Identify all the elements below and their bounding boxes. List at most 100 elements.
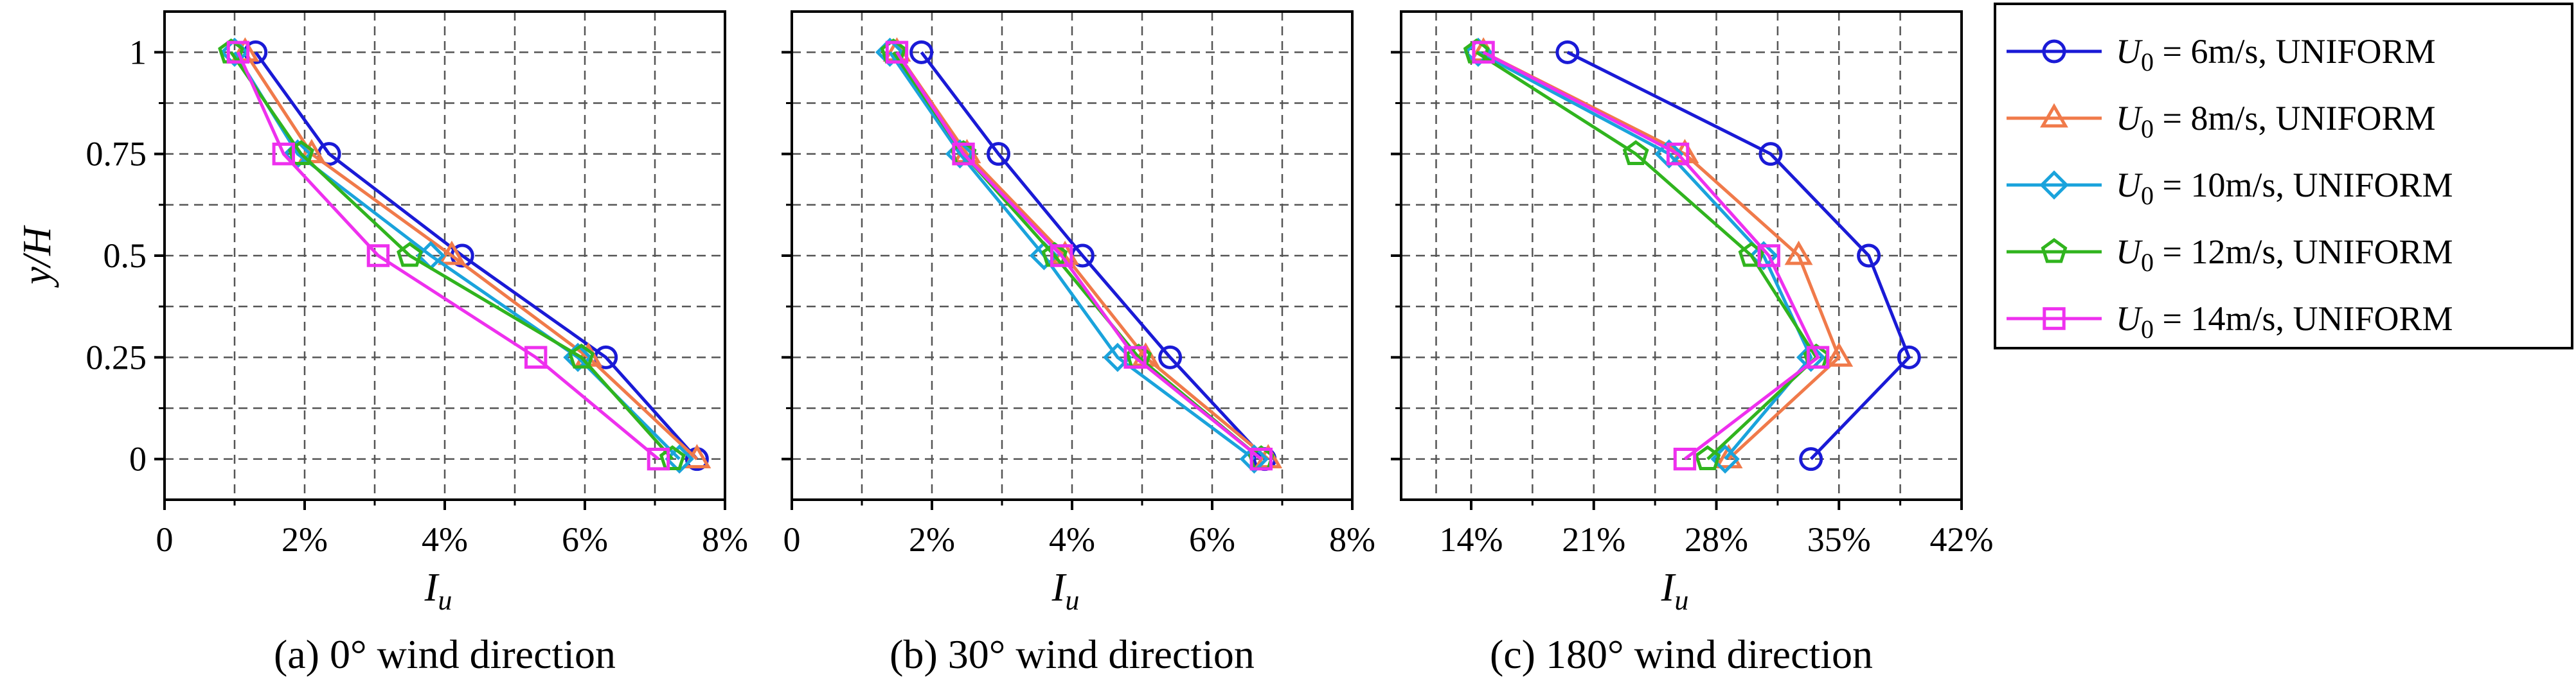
data-point	[1758, 142, 1783, 166]
data-point	[1239, 444, 1269, 474]
data-point	[1806, 346, 1830, 369]
data-point	[1050, 244, 1073, 267]
x-tick-label: 2%	[282, 520, 328, 559]
legend-label-var: U	[2116, 233, 2143, 271]
legend-label-subscript: 0	[2141, 48, 2154, 76]
panel-3: 14% 21% 28% 35% 42% Iu (c) 180° wind direction	[1391, 10, 1994, 677]
legend-label: U0 = 10m/s, UNIFORM	[2116, 166, 2453, 210]
series-6m-per-s	[1555, 40, 1921, 471]
y-tick-label: 1	[129, 33, 147, 71]
data-point	[1825, 342, 1854, 367]
y-axis-title: y/H	[15, 225, 59, 288]
data-point	[952, 142, 975, 166]
data-point	[647, 447, 670, 471]
data-point	[1694, 445, 1721, 471]
legend-label: U0 = 8m/s, UNIFORM	[2116, 99, 2436, 143]
legend-marker	[2040, 103, 2068, 128]
x-axis-title-subscript: u	[1674, 585, 1688, 616]
x-axis-title: Iu	[1051, 566, 1080, 616]
x-tick-label: 0	[783, 520, 801, 559]
series-line	[895, 51, 1262, 461]
x-tick-label: 8%	[702, 520, 748, 559]
data-point	[1555, 40, 1580, 64]
x-tick-label: 14%	[1440, 520, 1503, 559]
legend-label: U0 = 12m/s, UNIFORM	[2116, 233, 2453, 277]
x-axis-title-main: I	[424, 566, 440, 610]
legend-label-var: U	[2116, 32, 2143, 71]
series-14m-per-s	[226, 40, 670, 471]
legend-label-text: = 8m/s, UNIFORM	[2154, 99, 2436, 137]
data-point	[288, 140, 314, 166]
series-line	[244, 51, 699, 461]
legend-label-var: U	[2116, 166, 2143, 204]
panel-caption: (a) 0° wind direction	[274, 631, 616, 677]
series-line	[254, 51, 699, 461]
series-6m-per-s	[909, 40, 1277, 471]
legend-label-subscript: 0	[2141, 248, 2154, 277]
data-point	[366, 244, 390, 267]
data-point	[909, 40, 934, 64]
y-tick-label: 0.75	[86, 135, 147, 173]
x-tick-label: 21%	[1562, 520, 1625, 559]
legend-label-text: = 6m/s, UNIFORM	[2154, 32, 2436, 71]
data-point	[665, 444, 694, 474]
data-point	[1757, 244, 1780, 267]
x-tick-label: 0	[156, 520, 174, 559]
data-point	[885, 40, 909, 64]
legend-entry: U0 = 12m/s, UNIFORM	[2007, 233, 2453, 277]
legend-marker	[2039, 170, 2069, 200]
legend-label-subscript: 0	[2141, 114, 2154, 143]
data-point	[1123, 346, 1147, 369]
legend-entry: U0 = 14m/s, UNIFORM	[2007, 299, 2453, 344]
data-point	[272, 142, 295, 166]
series-line	[237, 51, 660, 461]
series-14m-per-s	[1472, 40, 1830, 471]
x-axis-title-main: I	[1661, 566, 1677, 610]
y-tick-label: 0	[129, 440, 147, 479]
series-14m-per-s	[885, 40, 1273, 471]
data-point	[397, 242, 423, 267]
x-tick-label: 4%	[1049, 520, 1095, 559]
legend-label: U0 = 6m/s, UNIFORM	[2116, 32, 2436, 76]
legend-label: U0 = 14m/s, UNIFORM	[2116, 299, 2453, 344]
data-point	[1673, 447, 1697, 471]
x-tick-label: 2%	[909, 520, 955, 559]
legend-marker	[2041, 238, 2068, 263]
data-point	[1784, 240, 1813, 265]
data-point	[524, 346, 548, 369]
x-axis-title: Iu	[1661, 566, 1689, 616]
legend-label-text: = 14m/s, UNIFORM	[2154, 299, 2453, 338]
series-line	[1566, 51, 1911, 461]
data-point	[987, 142, 1011, 166]
series-12m-per-s	[218, 38, 686, 471]
panel-1: 0 2% 4% 6% 8% 0 0.25 0.5 0.75 1 y/H Iu (a) 0° wind d…	[15, 10, 748, 677]
data-point	[659, 445, 686, 471]
panel-caption: (c) 180° wind direction	[1490, 631, 1873, 677]
x-tick-label: 8%	[1329, 520, 1375, 559]
series-line	[1482, 51, 1841, 461]
x-tick-label: 35%	[1807, 520, 1871, 559]
series-8m-per-s	[1469, 37, 1854, 469]
x-axis-title-subscript: u	[1065, 585, 1079, 616]
series-line	[229, 51, 674, 461]
panel-2: 0 2% 4% 6% 8% Iu (b) 30° wind direction	[782, 10, 1375, 677]
data-point	[1622, 140, 1649, 166]
y-tick-label: 0.25	[86, 338, 147, 376]
data-point	[1666, 142, 1690, 166]
legend-entry: U0 = 10m/s, UNIFORM	[2007, 166, 2453, 210]
legend-marker	[2042, 39, 2066, 64]
data-point	[437, 240, 466, 265]
legend-entry: U0 = 6m/s, UNIFORM	[2007, 32, 2436, 76]
x-tick-label: 42%	[1930, 520, 1994, 559]
legend-label-subscript: 0	[2141, 181, 2154, 210]
y-tick-label: 0.5	[103, 236, 147, 275]
legend-label-var: U	[2116, 99, 2143, 137]
data-point	[1897, 345, 1921, 369]
legend-entry: U0 = 8m/s, UNIFORM	[2007, 99, 2436, 143]
legend-label-text: = 12m/s, UNIFORM	[2154, 233, 2453, 271]
data-point	[1857, 243, 1881, 268]
data-point	[568, 343, 595, 369]
data-point	[226, 40, 250, 64]
